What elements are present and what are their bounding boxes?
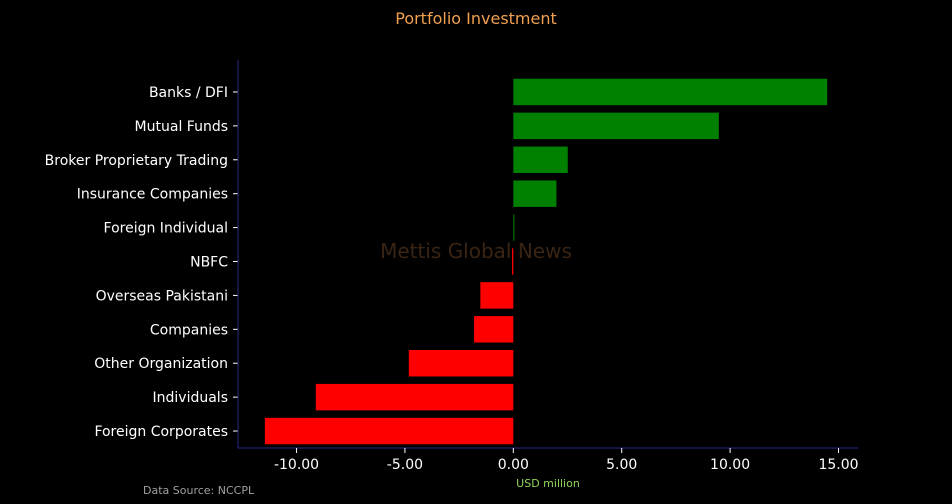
bar-other-organization [408, 350, 514, 377]
bar-nbfc [512, 248, 514, 275]
x-axis-label: USD million [516, 477, 580, 490]
category-label-insurance-companies: Insurance Companies [77, 187, 228, 203]
category-label-companies: Companies [150, 322, 228, 338]
data-source-note: Data Source: NCCPL [143, 484, 255, 497]
x-tick-label: 0.00 [498, 457, 529, 473]
bar-broker-proprietary-trading [513, 146, 568, 173]
bar-banks-dfi [513, 78, 828, 106]
category-label-individuals: Individuals [153, 390, 228, 406]
category-label-other-organization: Other Organization [94, 356, 228, 372]
x-tick-label: 10.00 [710, 457, 750, 473]
category-label-foreign-individual: Foreign Individual [104, 221, 228, 237]
category-label-broker-proprietary-trading: Broker Proprietary Trading [45, 153, 228, 169]
chart-title: Portfolio Investment [395, 9, 557, 28]
category-label-mutual-funds: Mutual Funds [135, 119, 228, 135]
category-label-foreign-corporates: Foreign Corporates [94, 424, 228, 440]
bar-companies [474, 316, 514, 343]
bar-mutual-funds [513, 112, 719, 140]
bar-foreign-individual [513, 214, 515, 241]
axes-layer: Banks / DFI Mutual Funds Broker Proprietar… [45, 60, 859, 473]
category-label-overseas-pakistani: Overseas Pakistani [96, 288, 228, 304]
x-tick-label: -5.00 [387, 457, 423, 473]
bar-insurance-companies [513, 180, 557, 207]
category-label-nbfc: NBFC [190, 255, 228, 271]
category-label-banks-dfi: Banks / DFI [149, 85, 228, 101]
bars-layer [264, 78, 828, 445]
x-tick-label: 5.00 [606, 457, 637, 473]
x-tick-label: -10.00 [274, 457, 319, 473]
watermark: Mettis Global News [380, 239, 572, 263]
bar-individuals [315, 383, 514, 411]
bar-overseas-pakistani [480, 282, 514, 309]
x-tick-label: 15.00 [818, 457, 858, 473]
bar-foreign-corporates [264, 417, 514, 445]
